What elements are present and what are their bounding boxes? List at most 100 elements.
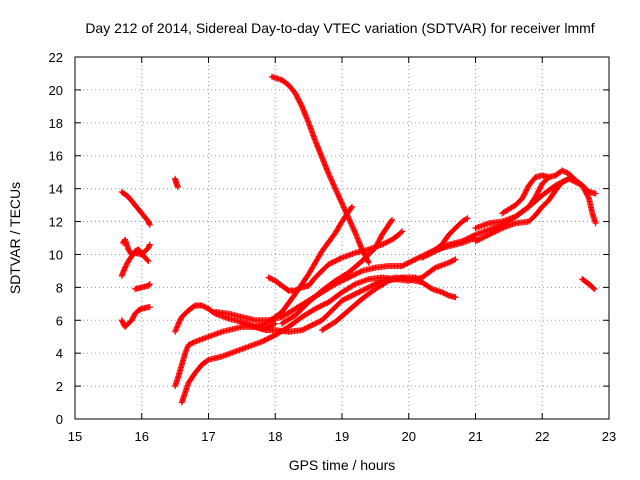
- data-point: [537, 184, 544, 191]
- data-point: [202, 304, 209, 311]
- data-point: [493, 227, 500, 234]
- data-point: [265, 274, 272, 281]
- data-point: [326, 260, 333, 267]
- data-point: [339, 200, 345, 207]
- data-point: [329, 178, 336, 185]
- data-point: [365, 284, 372, 291]
- data-point: [122, 263, 129, 270]
- data-point: [185, 341, 192, 348]
- data-point: [476, 236, 483, 243]
- data-point: [451, 257, 458, 264]
- data-point: [463, 236, 470, 243]
- data-point: [443, 291, 450, 298]
- data-point: [146, 281, 153, 288]
- data-point: [272, 320, 279, 327]
- data-point: [351, 227, 358, 234]
- data-point: [388, 218, 395, 225]
- data-point: [367, 283, 374, 290]
- chart-title: Day 212 of 2014, Sidereal Day-to-day VTE…: [85, 20, 594, 36]
- data-point: [480, 234, 487, 241]
- data-point: [584, 192, 591, 199]
- data-point: [352, 290, 359, 297]
- data-point: [431, 248, 438, 255]
- data-point: [411, 257, 418, 264]
- data-point: [535, 188, 542, 195]
- data-point: [359, 247, 366, 254]
- data-point: [309, 321, 316, 328]
- data-point: [495, 227, 502, 234]
- series-track-a: [118, 188, 153, 228]
- series-track-l: [268, 73, 372, 266]
- y-tick-label: 2: [56, 379, 63, 394]
- data-point: [581, 186, 588, 193]
- y-tick-label: 20: [49, 83, 63, 98]
- data-point: [146, 221, 153, 228]
- data-point: [564, 176, 571, 183]
- data-point: [145, 258, 152, 265]
- data-point: [440, 244, 447, 251]
- data-point: [477, 235, 484, 242]
- data-point: [487, 231, 494, 238]
- data-point: [339, 297, 345, 304]
- data-point: [328, 177, 335, 184]
- y-tick-label: 14: [49, 182, 63, 197]
- data-point: [332, 186, 339, 193]
- x-tick-label: 16: [135, 429, 149, 444]
- data-point: [443, 242, 450, 249]
- data-point: [435, 246, 442, 253]
- data-point: [347, 219, 354, 226]
- data-point: [266, 334, 273, 341]
- data-point: [377, 234, 384, 241]
- data-point: [118, 317, 125, 324]
- series-track-n: [278, 216, 396, 327]
- data-point: [298, 102, 305, 109]
- data-point: [459, 238, 466, 245]
- data-point: [582, 188, 589, 195]
- x-tick-label: 17: [201, 429, 215, 444]
- data-point: [258, 338, 265, 345]
- data-point: [432, 248, 439, 255]
- y-axis-label: SDTVAR / TECUs: [7, 182, 23, 294]
- data-point: [341, 205, 348, 212]
- data-point: [375, 238, 382, 245]
- data-point: [333, 188, 340, 195]
- data-point: [536, 185, 543, 192]
- data-point: [326, 173, 333, 180]
- data-point: [425, 251, 432, 258]
- data-point: [465, 235, 472, 241]
- data-point: [334, 191, 341, 198]
- data-point: [592, 190, 599, 197]
- data-point: [365, 258, 372, 265]
- data-point: [308, 322, 315, 329]
- data-point: [397, 229, 404, 236]
- data-point: [190, 339, 197, 346]
- data-point: [322, 300, 329, 307]
- data-point: [489, 229, 496, 236]
- data-point: [421, 253, 428, 260]
- data-point: [496, 226, 503, 233]
- data-point: [348, 221, 355, 228]
- data-point: [146, 241, 153, 248]
- data-point: [335, 192, 342, 199]
- series-track-d: [132, 281, 153, 293]
- data-point: [399, 228, 406, 235]
- data-point: [269, 276, 276, 283]
- data-point: [333, 257, 340, 264]
- x-tick-label: 19: [335, 429, 349, 444]
- data-point: [329, 259, 336, 266]
- y-tick-label: 22: [49, 50, 63, 65]
- data-point: [346, 217, 353, 224]
- data-point: [424, 252, 431, 259]
- data-point: [403, 260, 410, 267]
- data-point: [351, 228, 358, 235]
- data-point: [363, 285, 370, 292]
- data-point: [535, 187, 542, 194]
- data-point: [298, 327, 305, 334]
- data-point: [373, 242, 380, 249]
- data-point: [343, 295, 350, 302]
- data-point: [293, 92, 300, 99]
- data-point: [364, 285, 371, 292]
- data-point: [301, 325, 308, 332]
- data-point: [353, 270, 360, 277]
- data-point: [326, 172, 333, 179]
